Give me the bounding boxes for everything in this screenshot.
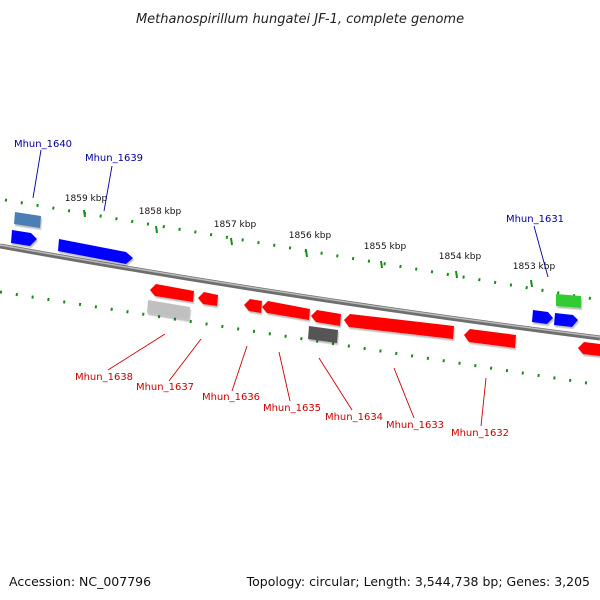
gene-steelblue[interactable] (14, 212, 41, 228)
gene-label[interactable]: Mhun_1636 (202, 392, 260, 403)
reverse-genes (147, 284, 600, 356)
gene-label[interactable]: Mhun_1632 (451, 428, 509, 439)
gene-reverse-arrow[interactable] (578, 342, 600, 356)
gene-green[interactable] (556, 294, 581, 308)
topology-text: Topology: circular; Length: 3,544,738 bp… (246, 574, 590, 589)
gene-forward-arrow[interactable] (58, 239, 133, 264)
gene-label[interactable]: Mhun_1631 (506, 214, 564, 225)
scale-tick-label: 1859 kbp (65, 194, 108, 204)
gene-labels: Mhun_1640 Mhun_1639 Mhun_1631 Mhun_1638 … (14, 139, 564, 439)
genome-backbone-highlight (0, 244, 600, 338)
scale-tick: 1853 kbp (513, 262, 556, 288)
gene-reverse-arrow[interactable] (344, 314, 454, 339)
scale-tick-label: 1857 kbp (214, 220, 257, 230)
scale-tick: 1855 kbp (364, 242, 407, 269)
gene-reverse-arrow[interactable] (198, 292, 218, 306)
scale-tick-label: 1855 kbp (364, 242, 407, 252)
gene-label[interactable]: Mhun_1639 (85, 153, 143, 164)
gene-label[interactable]: Mhun_1634 (325, 412, 383, 423)
gene-label[interactable]: Mhun_1633 (386, 420, 444, 431)
genome-backbone (0, 243, 600, 341)
gene-label[interactable]: Mhun_1635 (263, 403, 321, 414)
scale-tick-label: 1856 kbp (289, 231, 332, 241)
map-title: Methanospirillum hungatei JF-1, complete… (136, 12, 464, 27)
scale-tick: 1859 kbp (65, 194, 108, 218)
scale-tick-label: 1853 kbp (513, 262, 556, 272)
gene-label[interactable]: Mhun_1640 (14, 139, 72, 150)
scale-tick-label: 1854 kbp (439, 252, 482, 262)
scale-tick-label: 1858 kbp (139, 207, 182, 217)
gene-reverse-arrow[interactable] (311, 310, 341, 326)
gene-label[interactable]: Mhun_1637 (136, 382, 194, 393)
gene-silver[interactable] (147, 300, 190, 320)
scale-tick: 1858 kbp (139, 207, 182, 234)
gene-forward-arrow[interactable] (532, 310, 553, 324)
leader-lines (32, 149, 549, 427)
gene-forward-arrow[interactable] (11, 230, 37, 246)
gene-label[interactable]: Mhun_1638 (75, 372, 133, 383)
gene-reverse-arrow[interactable] (464, 329, 516, 348)
scale-tick: 1857 kbp (214, 220, 257, 246)
gene-forward-arrow[interactable] (554, 313, 578, 327)
scale-tick: 1854 kbp (439, 252, 482, 279)
gene-dark[interactable] (308, 326, 338, 343)
gene-reverse-arrow[interactable] (150, 284, 194, 302)
scale-ticks: 1859 kbp 1858 kbp 1857 kbp 1856 kbp 1855… (65, 194, 556, 288)
scale-tick: 1856 kbp (289, 231, 332, 258)
accession-text: Accession: NC_007796 (9, 574, 151, 589)
gene-reverse-arrow[interactable] (244, 299, 262, 313)
forward-genes (11, 212, 581, 327)
gene-reverse-arrow[interactable] (262, 301, 310, 320)
